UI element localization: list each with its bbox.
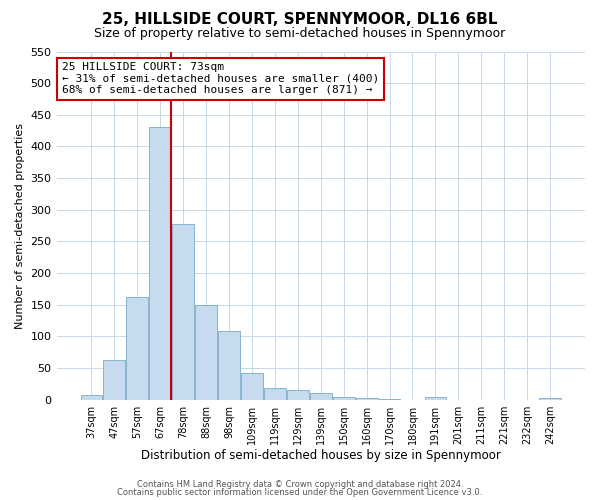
Bar [287, 390, 309, 400]
Bar [379, 399, 400, 400]
Bar [539, 398, 561, 400]
Bar [127, 297, 148, 400]
Bar [425, 396, 446, 400]
Text: Size of property relative to semi-detached houses in Spennymoor: Size of property relative to semi-detach… [94, 28, 506, 40]
Bar [172, 224, 194, 400]
Text: Contains HM Land Registry data © Crown copyright and database right 2024.: Contains HM Land Registry data © Crown c… [137, 480, 463, 489]
Bar [241, 373, 263, 400]
Bar [218, 332, 240, 400]
Bar [149, 128, 171, 400]
Bar [264, 388, 286, 400]
Text: 25, HILLSIDE COURT, SPENNYMOOR, DL16 6BL: 25, HILLSIDE COURT, SPENNYMOOR, DL16 6BL [102, 12, 498, 28]
Bar [310, 394, 332, 400]
Bar [333, 396, 355, 400]
Text: 25 HILLSIDE COURT: 73sqm
← 31% of semi-detached houses are smaller (400)
68% of : 25 HILLSIDE COURT: 73sqm ← 31% of semi-d… [62, 62, 379, 95]
Bar [103, 360, 125, 400]
Bar [80, 394, 103, 400]
Bar [195, 304, 217, 400]
Y-axis label: Number of semi-detached properties: Number of semi-detached properties [15, 122, 25, 328]
X-axis label: Distribution of semi-detached houses by size in Spennymoor: Distribution of semi-detached houses by … [141, 450, 501, 462]
Text: Contains public sector information licensed under the Open Government Licence v3: Contains public sector information licen… [118, 488, 482, 497]
Bar [356, 398, 377, 400]
